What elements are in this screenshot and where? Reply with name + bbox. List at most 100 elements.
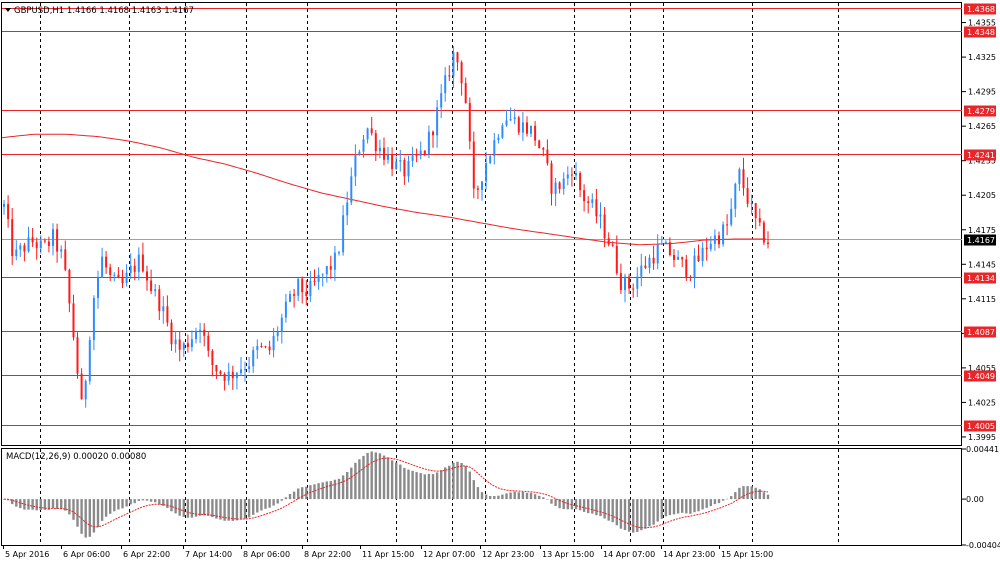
candle-body	[485, 163, 488, 182]
candle-body	[27, 237, 30, 252]
candle-body	[317, 275, 320, 282]
macd-bar	[599, 499, 602, 517]
candle-body	[391, 154, 394, 170]
candle-body	[264, 346, 267, 348]
macd-bar	[668, 499, 672, 516]
price-tick-label: 1.3995	[968, 433, 996, 442]
candle-body	[31, 237, 34, 243]
macd-bar	[166, 499, 169, 508]
macd-bar	[554, 499, 557, 506]
candle-body	[19, 245, 22, 250]
macd-bar	[480, 492, 484, 500]
candle-body	[693, 255, 696, 278]
candle-body	[767, 242, 769, 244]
time-label: 15 Apr 15:00	[721, 550, 773, 559]
macd-bar	[31, 499, 34, 510]
time-grid	[40, 3, 839, 545]
macd-bar	[390, 460, 394, 500]
candle-body	[11, 219, 14, 256]
candle-body	[43, 240, 46, 242]
candle-body	[464, 83, 467, 103]
candle-body	[88, 340, 91, 382]
horizontal-levels[interactable]	[2, 8, 962, 426]
candle-body	[517, 117, 520, 133]
candle-body	[644, 265, 647, 268]
macd-bar	[15, 499, 18, 507]
candle-body	[476, 188, 479, 190]
macd-bar	[378, 453, 382, 500]
candle-body	[125, 272, 128, 283]
triangle-down-icon[interactable]	[5, 8, 11, 12]
macd-bar	[578, 499, 582, 511]
macd-bar	[190, 499, 194, 518]
macd-bar	[619, 499, 623, 529]
candle-body	[468, 103, 471, 142]
candle-body	[305, 292, 308, 296]
macd-tick-label: -0.00404	[966, 541, 1000, 550]
candle-body	[186, 343, 189, 347]
macd-bar	[104, 499, 108, 517]
macd-bar	[80, 499, 83, 534]
macd-bar	[68, 499, 71, 515]
candle-body	[280, 317, 283, 332]
macd-bar	[297, 488, 300, 500]
macd-bar	[489, 496, 492, 500]
macd-bar	[713, 499, 717, 505]
candle-body	[333, 252, 336, 270]
macd-bar	[231, 499, 234, 521]
level-label: 1.4368	[967, 5, 995, 14]
candle-body	[117, 274, 120, 278]
candle-body	[427, 131, 430, 154]
macd-bar	[615, 499, 618, 526]
price-tick-label: 1.4295	[968, 88, 996, 97]
macd-bar	[92, 499, 96, 533]
macd-bar	[570, 499, 574, 510]
candle-body	[554, 182, 557, 194]
candle-body	[526, 122, 528, 134]
candle-body	[227, 371, 230, 381]
candle-body	[346, 202, 349, 216]
macd-bar	[243, 499, 247, 519]
macd-bar	[329, 481, 332, 500]
price-tick-label: 1.4325	[968, 53, 996, 62]
candle-body	[472, 141, 475, 189]
macd-bar	[705, 499, 708, 508]
candle-body	[3, 203, 5, 207]
macd-bar	[697, 499, 700, 512]
candle-body	[509, 119, 512, 121]
macd-bar	[505, 493, 508, 500]
macd-bar	[117, 499, 120, 510]
candle-body	[374, 133, 377, 152]
candle-body	[211, 350, 214, 365]
macd-bar	[607, 499, 610, 521]
macd-bar	[162, 499, 165, 506]
macd-bar	[595, 499, 598, 516]
candle-body	[570, 174, 573, 176]
candle-body	[697, 255, 700, 262]
symbol-info: GBPUSD,H1 1.4166 1.4168 1.4163 1.4167	[14, 6, 194, 16]
candle-body	[64, 249, 67, 270]
time-label: 5 Apr 2016	[5, 550, 49, 559]
ma-line	[1, 133, 766, 246]
price-axis: 1.4355 1.4325 1.4295 1.4265 1.4235 1.4205 1.41…	[962, 3, 996, 442]
candle-body	[583, 190, 586, 202]
macd-bar	[51, 499, 55, 509]
macd-bar	[419, 473, 422, 500]
macd-bar	[39, 499, 42, 511]
macd-bar	[566, 499, 569, 510]
level-label-bg	[964, 420, 996, 432]
macd-bar	[366, 452, 369, 500]
macd-bar	[636, 499, 639, 532]
macd-bar	[100, 499, 104, 521]
candle-body	[178, 339, 181, 350]
macd-bar	[158, 499, 161, 505]
symbol-header[interactable]: GBPUSD,H1 1.4166 1.4168 1.4163 1.4167	[5, 6, 194, 16]
candle-body	[436, 107, 439, 136]
candle-body	[395, 161, 398, 170]
macd-bar	[125, 499, 128, 507]
macd-bar	[603, 499, 606, 519]
macd-bar	[55, 499, 59, 509]
candle-body	[378, 147, 381, 152]
